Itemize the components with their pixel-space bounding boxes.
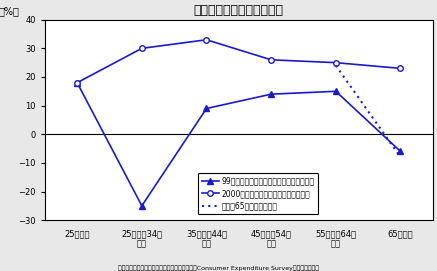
2000年日本（単身を除く勤労者世帯）: [333, 61, 338, 64]
99年米国（勤労者・無職・単身世帯平均）: [268, 92, 274, 96]
99年米国（勤労者・無職・単身世帯平均）: [333, 90, 338, 93]
Text: （%）: （%）: [0, 6, 19, 16]
Line: 2000年日本（単身を除く勤労者世帯）: 2000年日本（単身を除く勤労者世帯）: [74, 37, 403, 85]
Legend: 99年米国（勤労者・無職・単身世帯平均）, 2000年日本（単身を除く勤労者世帯）, 同　　65歳以上無職世帯: 99年米国（勤労者・無職・単身世帯平均）, 2000年日本（単身を除く勤労者世帯…: [198, 173, 319, 214]
99年米国（勤労者・無職・単身世帯平均）: [204, 107, 209, 110]
Title: 日米の年齢階層別の貯蓄率: 日米の年齢階層別の貯蓄率: [194, 4, 284, 17]
99年米国（勤労者・無職・単身世帯平均）: [75, 81, 80, 84]
Line: 同　　65歳以上無職世帯: 同 65歳以上無職世帯: [336, 66, 400, 157]
Text: （資料）総務省「家計調査年報」米国労働省「Consumer Expenditure Survey」をもとに作成: （資料）総務省「家計調査年報」米国労働省「Consumer Expenditur…: [118, 265, 319, 271]
2000年日本（単身を除く勤労者世帯）: [75, 81, 80, 84]
99年米国（勤労者・無職・単身世帯平均）: [398, 150, 403, 153]
2000年日本（単身を除く勤労者世帯）: [204, 38, 209, 41]
99年米国（勤労者・無職・単身世帯平均）: [139, 204, 145, 207]
2000年日本（単身を除く勤労者世帯）: [398, 67, 403, 70]
同　　65歳以上無職世帯: [333, 64, 338, 67]
Line: 99年米国（勤労者・無職・単身世帯平均）: 99年米国（勤労者・無職・単身世帯平均）: [74, 80, 403, 209]
同　　65歳以上無職世帯: [398, 156, 403, 159]
2000年日本（単身を除く勤労者世帯）: [268, 58, 274, 62]
2000年日本（単身を除く勤労者世帯）: [139, 47, 145, 50]
